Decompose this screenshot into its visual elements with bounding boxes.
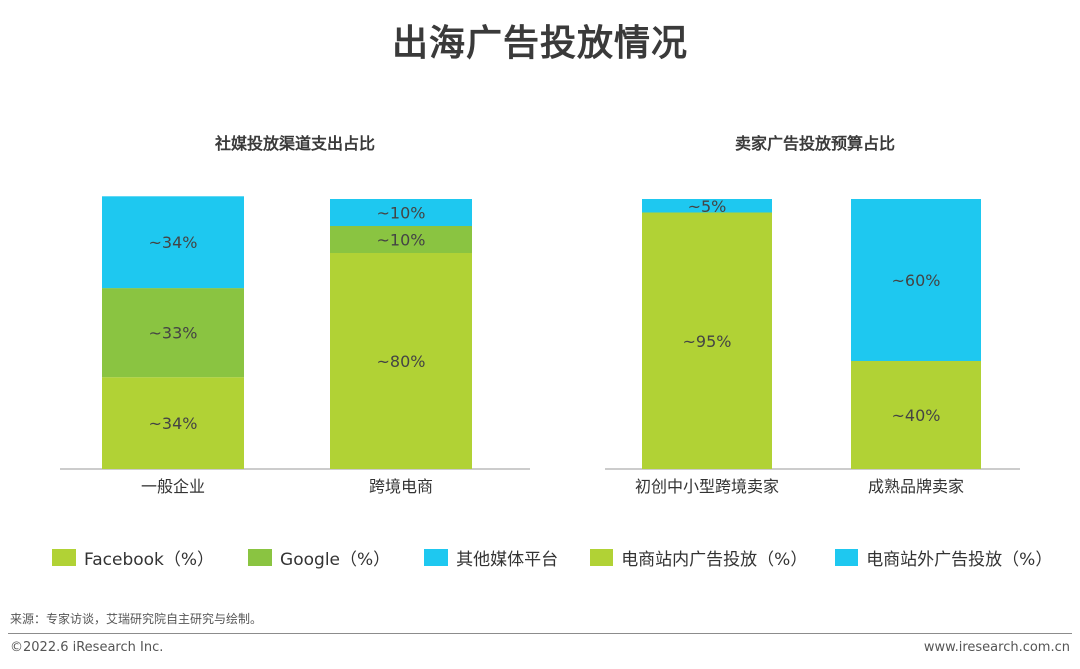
chart-title-seller-budget: 卖家广告投放预算占比 (734, 134, 895, 153)
bar-mature-brand-seller-onsite (851, 361, 981, 469)
legend-item-onsite: 电商站内广告投放（%） (590, 545, 808, 570)
bar-cross-border-ecommerce-facebook (330, 253, 472, 469)
data-label-general-enterprise-google: ~33% (149, 324, 198, 343)
website-url: www.iresearch.com.cn (923, 640, 1070, 655)
legend-swatch-onsite (590, 549, 614, 566)
data-label-general-enterprise-facebook: ~34% (149, 414, 198, 433)
legend-social-media: Facebook（%） Google（%） 其他媒体平台 (52, 545, 592, 570)
bar-startup-sme-seller-onsite (642, 212, 772, 469)
legend-item-other-media: 其他媒体平台 (424, 545, 558, 570)
legend-label-google: Google（%） (280, 550, 391, 570)
legend-item-facebook: Facebook（%） (52, 545, 214, 570)
copyright: ©2022.6 iResearch Inc. (10, 640, 164, 655)
source-note: 来源：专家访谈，艾瑞研究院自主研究与绘制。 (10, 612, 263, 626)
legend-swatch-facebook (52, 549, 76, 566)
data-label-startup-sme-seller-offsite: ~5% (688, 197, 727, 216)
footer-divider (8, 633, 1072, 634)
legend-swatch-offsite (835, 549, 859, 566)
bar-cross-border-ecommerce-other-media (330, 199, 472, 226)
page-title: 出海广告投放情况 (391, 23, 688, 64)
category-label-general-enterprise: 一般企业 (141, 477, 205, 496)
legend-label-facebook: Facebook（%） (84, 550, 215, 570)
data-label-cross-border-ecommerce-facebook: ~80% (377, 352, 426, 371)
category-label-mature-brand-seller: 成熟品牌卖家 (868, 477, 964, 496)
legend-swatch-google (248, 549, 273, 566)
legend-item-google: Google（%） (248, 545, 390, 570)
legend-item-offsite: 电商站外广告投放（%） (835, 545, 1053, 570)
legend-label-offsite: 电商站外广告投放（%） (866, 550, 1053, 570)
legend-swatch-other-media (424, 549, 449, 566)
category-label-cross-border-ecommerce: 跨境电商 (369, 477, 433, 496)
data-label-mature-brand-seller-onsite: ~40% (892, 406, 941, 425)
bar-mature-brand-seller-offsite (851, 199, 981, 361)
legend-label-onsite: 电商站内广告投放（%） (621, 550, 808, 570)
bar-cross-border-ecommerce-google (330, 226, 472, 253)
data-label-mature-brand-seller-offsite: ~60% (892, 271, 941, 290)
bar-startup-sme-seller-offsite (642, 199, 772, 213)
data-label-cross-border-ecommerce-other-media: ~10% (377, 204, 426, 223)
legend-seller-budget: 电商站内广告投放（%） 电商站外广告投放（%） (590, 545, 1080, 570)
data-label-startup-sme-seller-onsite: ~95% (683, 332, 732, 351)
bar-general-enterprise-google (102, 288, 244, 378)
legend-label-other-media: 其他媒体平台 (456, 550, 559, 570)
data-label-cross-border-ecommerce-google: ~10% (377, 231, 426, 250)
category-label-startup-sme-seller: 初创中小型跨境卖家 (635, 477, 779, 496)
bar-general-enterprise-other-media (102, 196, 244, 289)
chart-title-social-media: 社媒投放渠道支出占比 (214, 134, 375, 153)
data-label-general-enterprise-other-media: ~34% (149, 233, 198, 252)
bar-general-enterprise-facebook (102, 377, 244, 469)
